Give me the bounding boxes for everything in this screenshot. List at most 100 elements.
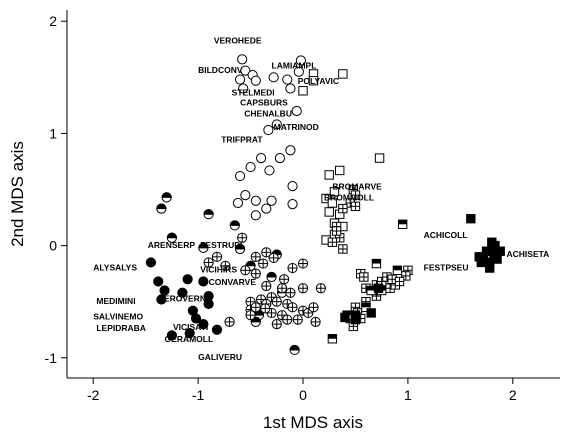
cross-circle-marker: [271, 296, 282, 307]
filled-square-marker: [492, 254, 502, 264]
point-label: ALYSALYS: [93, 262, 137, 272]
cross-circle-marker: [297, 258, 309, 269]
open-square-marker: [374, 153, 385, 163]
open-square-marker: [338, 69, 348, 79]
filled-square-marker: [366, 308, 376, 318]
open-circle-marker: [240, 65, 251, 76]
half-square-marker: [371, 258, 382, 269]
y-tick-label: -1: [45, 350, 58, 366]
filled-square-marker: [373, 283, 384, 293]
open-circle-marker: [250, 210, 261, 221]
open-square-marker: [324, 207, 334, 217]
half-circle-marker: [203, 209, 214, 220]
open-circle-marker: [238, 83, 249, 94]
cross-square-marker: [350, 201, 361, 212]
filled-circle-marker: [153, 276, 164, 287]
open-circle-marker: [271, 119, 282, 130]
filled-square-marker: [340, 312, 350, 323]
open-square-marker: [327, 198, 338, 208]
point-label: BROMMOLL: [324, 193, 374, 203]
cross-circle-marker: [297, 283, 309, 294]
point-label: VICISATI: [173, 322, 208, 332]
cross-circle-marker: [292, 314, 303, 325]
half-circle-marker: [198, 242, 209, 253]
cross-circle-marker: [282, 314, 293, 325]
cross-circle-marker: [211, 251, 223, 262]
open-circle-marker: [261, 203, 272, 214]
cross-circle-marker: [220, 260, 231, 271]
cross-circle-marker: [268, 252, 279, 264]
open-circle-marker: [234, 74, 246, 85]
open-circle-marker: [264, 165, 275, 176]
cross-circle-marker: [285, 287, 296, 298]
cross-square-marker: [338, 203, 348, 214]
point-label: LEPIDRABA: [96, 323, 146, 333]
open-circle-marker: [282, 74, 293, 85]
point-label: SALVINEMO: [93, 312, 143, 322]
half-circle-marker: [156, 203, 167, 214]
axes: -2 -1 0 1 2 -1 0 1 2 1st MDS axis 2nd MDS axis: [8, 10, 560, 432]
open-circle-marker: [293, 66, 304, 77]
filled-square-marker: [350, 314, 361, 325]
half-square-marker: [392, 265, 403, 275]
half-square-marker: [327, 334, 338, 344]
half-square-marker: [361, 302, 371, 313]
open-circle-marker: [263, 124, 274, 136]
y-axis-title: 2nd MDS axis: [8, 141, 27, 247]
filled-circle-marker: [166, 330, 177, 341]
open-square-marker: [329, 187, 340, 197]
x-tick-label: 1: [404, 387, 412, 403]
point-label: FESTPSEU: [424, 262, 469, 272]
cross-circle-marker: [245, 310, 256, 321]
open-circle-marker: [285, 145, 296, 156]
point-label: ARENSERP: [148, 240, 196, 250]
point-label: VEROVERN: [158, 294, 206, 304]
cross-circle-marker: [308, 302, 319, 313]
filled-square-marker: [474, 252, 484, 262]
cross-circle-marker: [287, 262, 298, 274]
point-label: STELMEDI: [232, 87, 275, 97]
x-axis-title: 1st MDS axis: [263, 413, 363, 432]
open-circle-marker: [240, 190, 251, 201]
filled-circle-marker: [182, 274, 193, 285]
x-tick-label: 2: [509, 387, 517, 403]
half-circle-marker: [289, 344, 300, 356]
open-circle-marker: [255, 152, 267, 164]
open-circle-marker: [295, 55, 307, 66]
point-label: GALIVERU: [198, 352, 242, 362]
open-circle-marker: [291, 105, 302, 117]
point-label: VICIHIRS: [200, 265, 237, 275]
point-label: CAPSBURS: [240, 97, 288, 107]
point-label: POLYAVIC: [298, 76, 339, 86]
point-label: FESTRUPI: [200, 240, 242, 250]
cross-circle-marker: [260, 303, 271, 314]
filled-circle-marker: [184, 328, 195, 339]
cross-circle-marker: [276, 283, 288, 294]
y-tick-label: 2: [49, 13, 57, 29]
cross-circle-marker: [237, 232, 248, 243]
cross-circle-marker: [250, 268, 261, 279]
cross-circle-marker: [287, 302, 298, 313]
x-tick-label: 0: [299, 387, 307, 403]
y-tick-label: 1: [49, 125, 57, 141]
filled-circle-marker: [190, 313, 202, 324]
open-circle-marker: [266, 195, 277, 206]
cross-square-marker: [350, 190, 361, 200]
point-label: GERAMOLL: [165, 334, 214, 344]
cross-circle-marker: [315, 283, 326, 294]
open-circle-marker: [234, 170, 246, 182]
x-tick-label: -1: [192, 387, 205, 403]
cross-square-marker: [401, 271, 411, 281]
cross-circle-marker: [250, 251, 261, 262]
filled-square-marker: [485, 263, 495, 273]
half-circle-marker: [250, 316, 261, 328]
y-tick-label: 0: [49, 238, 57, 254]
cross-square-marker: [327, 237, 338, 247]
point-label: ACHISETA: [507, 249, 550, 259]
point-label: LAMIAMPL: [272, 60, 317, 70]
open-circle-marker: [285, 83, 296, 94]
cross-square-marker: [359, 272, 369, 282]
half-circle-marker: [266, 271, 277, 283]
open-circle-marker: [232, 197, 244, 209]
